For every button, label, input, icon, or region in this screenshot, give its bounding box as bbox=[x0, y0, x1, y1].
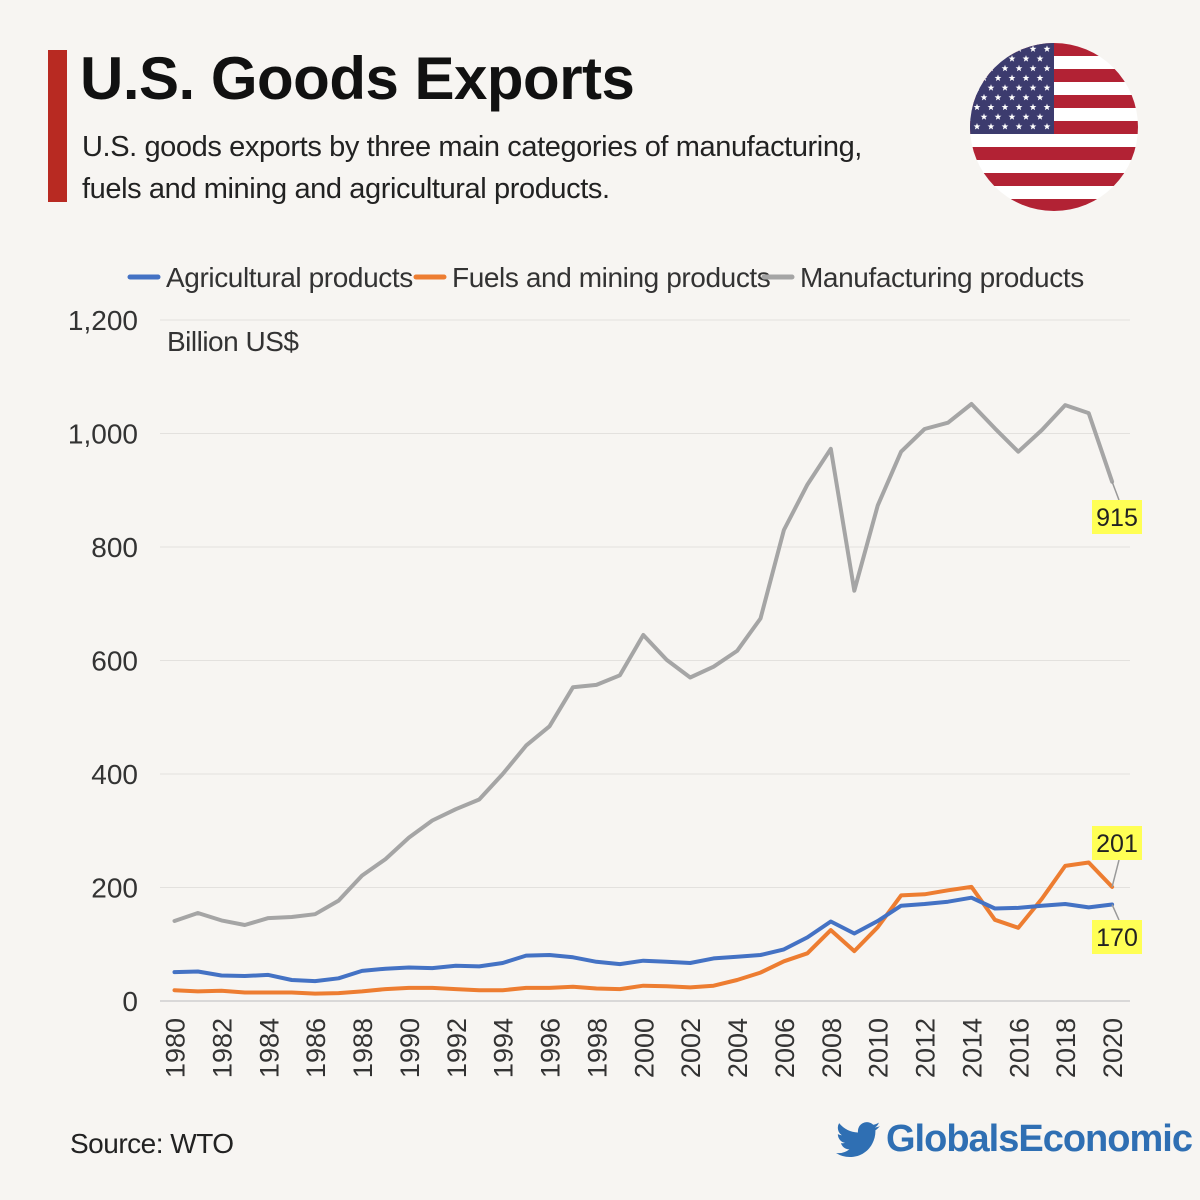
callout-leader bbox=[1111, 859, 1120, 888]
legend-label: Agricultural products bbox=[166, 262, 413, 293]
us-flag-icon bbox=[970, 43, 1138, 211]
y-tick-label: 200 bbox=[91, 873, 138, 904]
x-tick-label: 2002 bbox=[676, 1018, 706, 1078]
series-line bbox=[172, 860, 1115, 996]
source-note: Source: WTO bbox=[70, 1128, 234, 1159]
x-tick-label: 2014 bbox=[957, 1018, 987, 1078]
legend-label: Manufacturing products bbox=[800, 262, 1084, 293]
x-tick-label: 2004 bbox=[723, 1018, 753, 1078]
x-tick-label: 1990 bbox=[395, 1018, 425, 1078]
x-tick-label: 1980 bbox=[161, 1018, 191, 1078]
y-tick-label: 1,200 bbox=[68, 305, 138, 336]
x-tick-label: 2006 bbox=[770, 1018, 800, 1078]
y-tick-label: 800 bbox=[91, 532, 138, 563]
x-tick-label: 1994 bbox=[489, 1018, 519, 1078]
callout-box bbox=[1092, 500, 1142, 534]
x-tick-label: 2000 bbox=[629, 1018, 659, 1078]
y-axis-label: Billion US$ bbox=[167, 326, 299, 357]
brand-logo[interactable]: GlobalsEconomic bbox=[836, 1118, 1193, 1161]
x-tick-label: 1984 bbox=[254, 1018, 284, 1078]
x-tick-label: 1992 bbox=[442, 1018, 472, 1078]
data-label: 915 bbox=[1096, 504, 1138, 532]
x-tick-label: 2018 bbox=[1051, 1018, 1081, 1078]
series-line bbox=[172, 895, 1115, 984]
y-tick-label: 1,000 bbox=[68, 419, 138, 450]
data-label: 201 bbox=[1096, 830, 1138, 858]
series-line bbox=[172, 402, 1115, 927]
x-tick-label: 2020 bbox=[1098, 1018, 1128, 1078]
x-tick-label: 2008 bbox=[817, 1018, 847, 1078]
title-accent-bar bbox=[48, 50, 67, 202]
y-tick-label: 0 bbox=[122, 986, 138, 1017]
callout-leader bbox=[1111, 481, 1120, 501]
data-label: 170 bbox=[1096, 924, 1138, 952]
callout-box bbox=[1092, 826, 1142, 860]
page-title: U.S. Goods Exports bbox=[80, 45, 635, 112]
x-tick-label: 1998 bbox=[582, 1018, 612, 1078]
legend-label: Fuels and mining products bbox=[452, 262, 770, 293]
y-tick-label: 400 bbox=[91, 759, 138, 790]
x-tick-label: 1996 bbox=[536, 1018, 566, 1078]
x-tick-label: 2010 bbox=[864, 1018, 894, 1078]
y-tick-label: 600 bbox=[91, 646, 138, 677]
x-tick-label: 1982 bbox=[207, 1018, 237, 1078]
callout-box bbox=[1092, 920, 1142, 954]
x-tick-label: 1988 bbox=[348, 1018, 378, 1078]
x-tick-label: 2016 bbox=[1004, 1018, 1034, 1078]
page-subtitle: U.S. goods exports by three main categor… bbox=[82, 131, 862, 205]
brand-name: GlobalsEconomic bbox=[886, 1118, 1193, 1160]
x-tick-label: 2012 bbox=[911, 1018, 941, 1078]
callout-leader bbox=[1111, 904, 1120, 921]
twitter-bird-icon bbox=[836, 1121, 880, 1157]
x-tick-label: 1986 bbox=[301, 1018, 331, 1078]
